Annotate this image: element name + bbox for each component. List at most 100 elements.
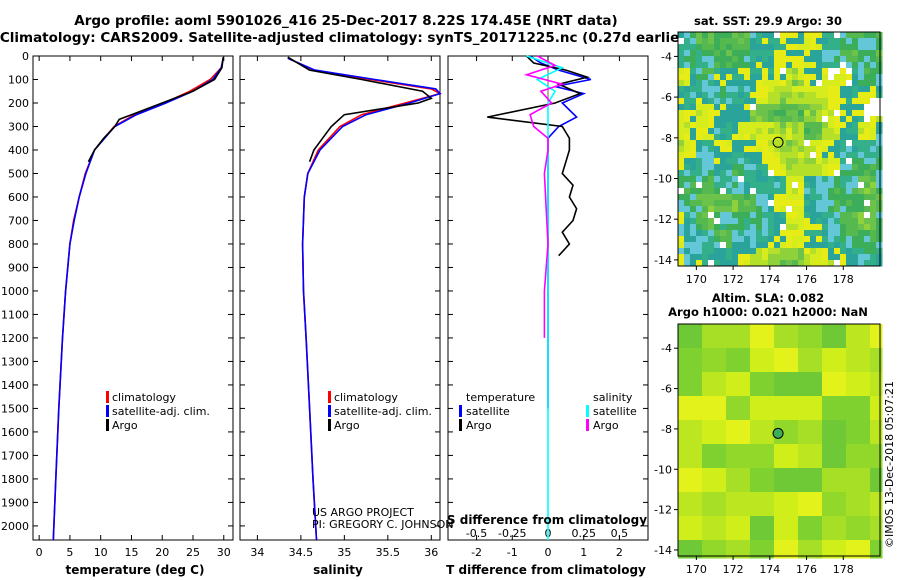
sst-map-cell [678,116,685,123]
sst-map-cell [738,80,745,87]
sla-map-cell [750,408,757,415]
sst-map-cell [852,50,859,57]
sst-map-cell [696,50,703,57]
sst-map-cell [786,134,793,141]
sst-map-cell [786,32,793,39]
sla-map-cell [846,510,853,517]
sst-map-cell [774,122,781,129]
sst-map-cell [768,176,775,183]
sst-map-cell [714,80,721,87]
sst-map-cell [864,86,871,93]
sla-map-cell [696,330,703,337]
sst-map-cell [708,62,715,69]
sst-map-cell [738,254,745,261]
sst-map-cell [690,38,697,45]
sla-map-cell [852,378,859,385]
sla-map-cell [792,336,799,343]
sla-map-cell [828,516,835,523]
sla-map-cell [690,342,697,349]
sla-map-cell [690,360,697,367]
sla-map-cell [792,510,799,517]
sst-map-cell [756,212,763,219]
sst-map-cell [690,86,697,93]
sla-map-cell [708,402,715,409]
sst-map-cell [720,92,727,99]
sst-map-cell [684,134,691,141]
sst-map-cell [828,128,835,135]
sla-map-cell [708,366,715,373]
sla-map-cell [678,474,685,481]
sla-map-cell [738,468,745,475]
sla-map-cell [684,378,691,385]
sla-map-cell [804,492,811,499]
sst-map-cell [804,44,811,51]
sst-map-cell [714,206,721,213]
sla-map-cell [870,540,877,547]
sla-map-cell [804,498,811,505]
sla-map-cell [822,360,829,367]
sla-map-cell [708,510,715,517]
sla-map-cell [864,420,871,427]
sst-map-cell [810,146,817,153]
sst-map-cell [720,134,727,141]
sla-map-cell [750,462,757,469]
sst-map-cell [840,176,847,183]
sla-map-cell [780,432,787,439]
temperature-xlabel: temperature (deg C) [66,563,205,577]
sst-map-cell [696,56,703,63]
sst-map-cell [684,164,691,171]
sla-map-cell [732,384,739,391]
sla-map-cell [852,522,859,529]
sla-map-cell [684,492,691,499]
sla-map-cell [852,366,859,373]
sla-map-cell [864,378,871,385]
sla-map-cell [792,348,799,355]
x-tick-label: 0 [36,546,43,559]
sst-map-cell [768,164,775,171]
sst-map-cell [822,98,829,105]
sla-map-cell [702,516,709,523]
sst-map-cell [858,44,865,51]
sst-map-cell [834,50,841,57]
sla-map-cell [798,528,805,535]
sst-map-cell [810,170,817,177]
sla-map-cell [720,480,727,487]
sst-map-cell [678,212,685,219]
sla-map-cell [822,450,829,457]
sst-map-cell [834,104,841,111]
sla-map-cell [714,420,721,427]
sst-map-cell [798,128,805,135]
sla-map-cell [702,510,709,517]
sst-map-cell [870,86,877,93]
sst-map-cell [750,44,757,51]
sst-map-cell [792,206,799,213]
sst-map-cell [876,104,883,111]
sla-map-cell [690,498,697,505]
sst-map-cell [762,236,769,243]
sst-map-cell [822,218,829,225]
sst-map-cell [696,170,703,177]
sla-map-cell [804,534,811,541]
sla-map-cell [762,534,769,541]
sst-map-cell [708,200,715,207]
sla-map-cell [756,480,763,487]
sla-map-cell [864,372,871,379]
y-tick-label: 200 [8,97,29,110]
sst-map-cell [804,86,811,93]
sla-map-cell [858,360,865,367]
sla-map-cell [768,552,775,559]
sst-map-cell [714,140,721,147]
sst-map-cell [726,206,733,213]
sst-map-cell [876,224,883,231]
sst-map-cell [690,248,697,255]
sst-map-cell [684,56,691,63]
sla-map-cell [774,540,781,547]
sla-map-cell [726,378,733,385]
sst-map-cell [738,200,745,207]
sst-map-cell [810,182,817,189]
sst-map-cell [774,56,781,63]
sla-map-cell [828,402,835,409]
sst-map-cell [864,230,871,237]
sst-map-cell [696,182,703,189]
sla-map-cell [828,504,835,511]
